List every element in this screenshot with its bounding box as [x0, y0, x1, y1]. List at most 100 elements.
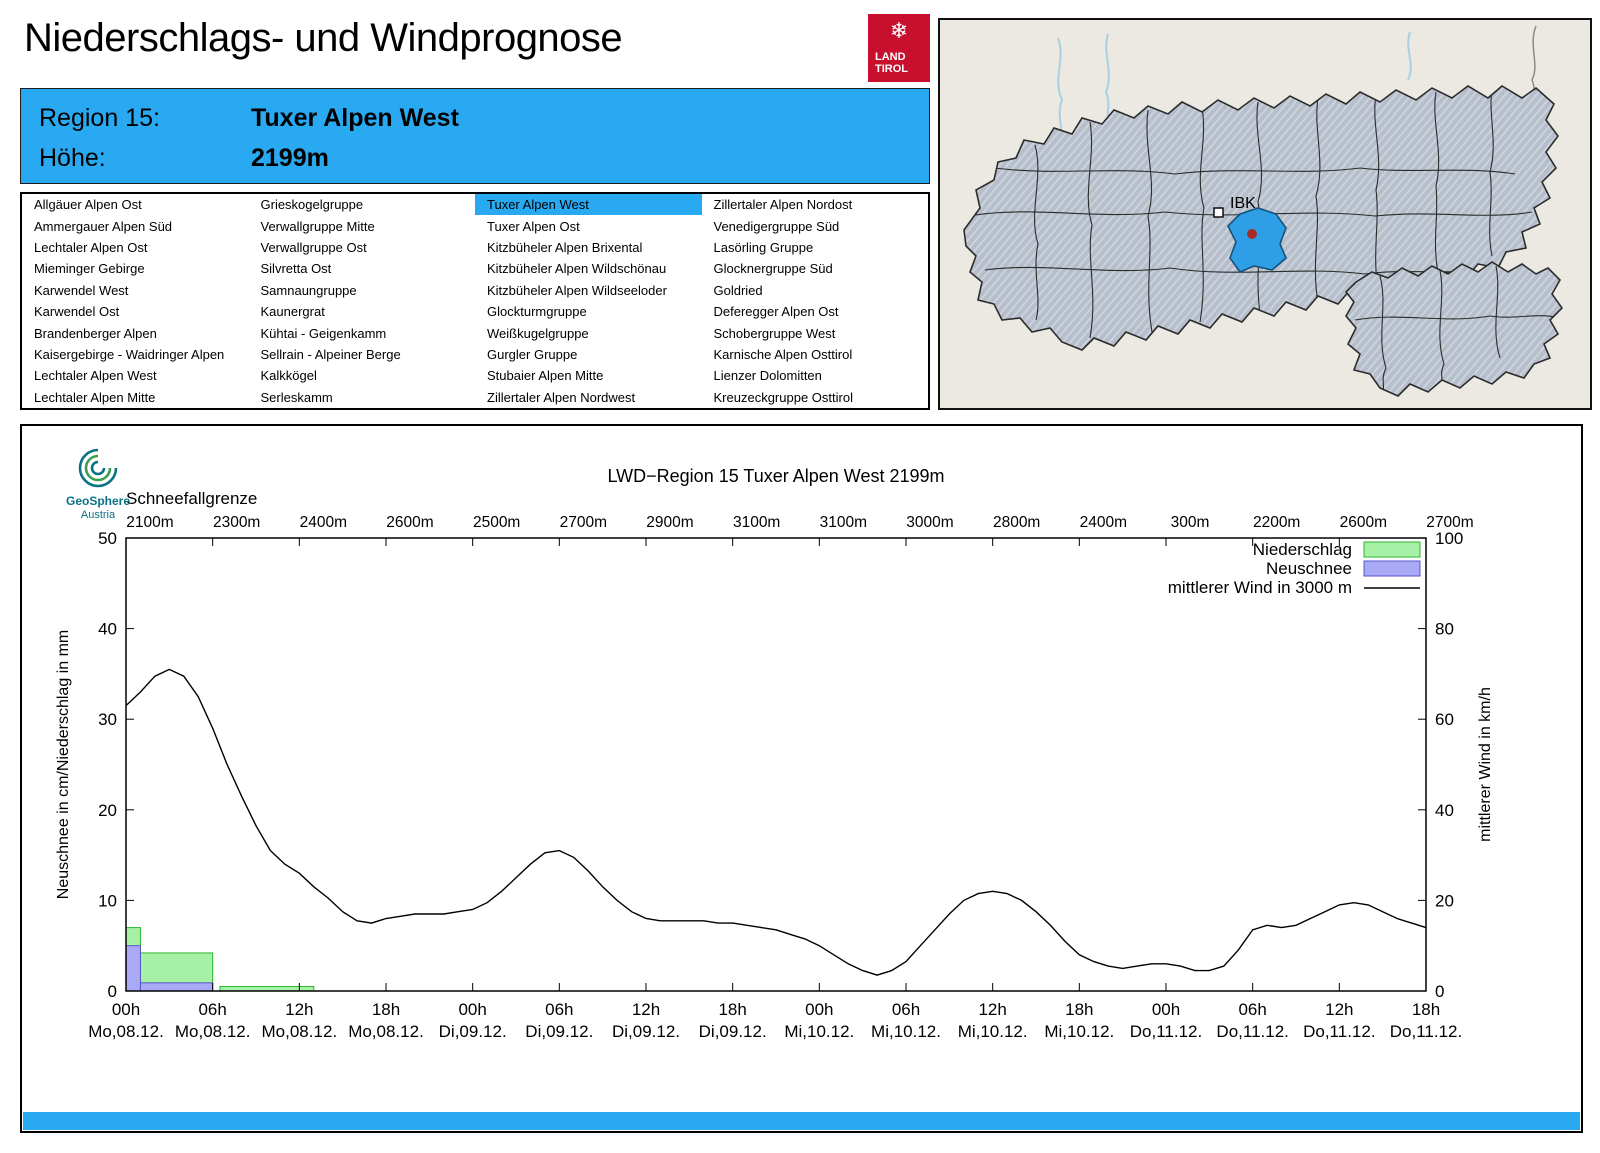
- region-name: Tuxer Alpen West: [251, 103, 459, 132]
- snowline-value: 300m: [1171, 514, 1210, 531]
- x-tick-date: Do,11.12.: [1303, 1022, 1375, 1041]
- x-tick-hour: 06h: [198, 1000, 226, 1019]
- height-label: Höhe:: [39, 143, 106, 172]
- region-item[interactable]: Schobergruppe West: [713, 325, 836, 341]
- y-left-tick: 0: [108, 982, 117, 1001]
- region-item[interactable]: Mieminger Gebirge: [34, 261, 145, 277]
- x-tick-hour: 06h: [545, 1000, 573, 1019]
- plot-frame: [125, 537, 1427, 992]
- region-item[interactable]: Kreuzeckgruppe Osttirol: [713, 389, 853, 405]
- x-tick-hour: 12h: [978, 1000, 1006, 1019]
- x-tick-date: Mo,08.12.: [348, 1022, 424, 1041]
- x-tick-date: Do,11.12.: [1130, 1022, 1202, 1041]
- region-item[interactable]: Ammergauer Alpen Süd: [34, 218, 173, 234]
- x-tick-date: Do,11.12.: [1390, 1022, 1462, 1041]
- snowline-value: 2900m: [646, 514, 693, 531]
- snowline-value: 3100m: [820, 514, 867, 531]
- region-item[interactable]: Tuxer Alpen West: [475, 194, 702, 216]
- selected-region-box: Region 15: Tuxer Alpen West Höhe: 2199m: [20, 88, 930, 184]
- region-item[interactable]: Gurgler Gruppe: [487, 346, 578, 362]
- geosphere-name: GeoSphere: [65, 494, 131, 509]
- x-tick-date: Mi,10.12.: [958, 1022, 1028, 1041]
- region-item[interactable]: Goldried: [713, 282, 763, 298]
- region-item[interactable]: Weißkugelgruppe: [487, 325, 589, 341]
- region-item[interactable]: Karwendel West: [34, 282, 129, 298]
- legend-swatch: [1363, 541, 1421, 558]
- y-right-tick: 80: [1435, 620, 1454, 639]
- x-tick-date: Mo,08.12.: [88, 1022, 164, 1041]
- snowline-value: 2300m: [213, 514, 260, 531]
- region-item[interactable]: Deferegger Alpen Ost: [713, 304, 839, 320]
- region-item[interactable]: Kitzbüheler Alpen Wildschönau: [487, 261, 667, 277]
- region-item[interactable]: Karwendel Ost: [34, 304, 120, 320]
- x-tick-date: Di,09.12.: [612, 1022, 680, 1041]
- height-value: 2199m: [251, 143, 329, 172]
- selected-region-shape[interactable]: [1227, 207, 1287, 273]
- snowline-value: 2800m: [993, 514, 1040, 531]
- region-item[interactable]: Allgäuer Alpen Ost: [34, 197, 142, 213]
- y-right-tick: 100: [1435, 529, 1463, 548]
- region-item[interactable]: Verwallgruppe Ost: [260, 239, 367, 255]
- region-item[interactable]: Silvretta Ost: [260, 261, 332, 277]
- region-item[interactable]: Kalkkögel: [260, 368, 317, 384]
- region-item[interactable]: Kühtai - Geigenkamm: [260, 325, 387, 341]
- legend-label: Niederschlag: [1253, 540, 1352, 559]
- region-item[interactable]: Stubaier Alpen Mitte: [487, 368, 604, 384]
- x-tick-hour: 12h: [632, 1000, 660, 1019]
- y-right-tick: 40: [1435, 801, 1454, 820]
- x-tick-date: Di,09.12.: [525, 1022, 593, 1041]
- map-panel: IBK: [938, 18, 1592, 410]
- region-item[interactable]: Kitzbüheler Alpen Brixental: [487, 239, 643, 255]
- region-item[interactable]: Lechtaler Alpen Mitte: [34, 389, 156, 405]
- logo-text-tirol: TIROL: [875, 63, 908, 76]
- region-item[interactable]: Glockturmgruppe: [487, 304, 587, 320]
- region-item[interactable]: Lechtaler Alpen Ost: [34, 239, 148, 255]
- legend-label: Neuschnee: [1266, 559, 1352, 578]
- x-tick-date: Do,11.12.: [1216, 1022, 1288, 1041]
- x-tick-hour: 00h: [458, 1000, 486, 1019]
- page-title: Niederschlags- und Windprognose: [24, 16, 623, 60]
- geosphere-logo: GeoSphere Austria: [56, 446, 140, 522]
- snowline-value: 2700m: [1426, 514, 1473, 531]
- snowline-label: Schneefallgrenze: [126, 489, 257, 508]
- x-tick-hour: 18h: [372, 1000, 400, 1019]
- region-item[interactable]: Tuxer Alpen Ost: [487, 218, 580, 234]
- region-item[interactable]: Serleskamm: [260, 389, 333, 405]
- region-item[interactable]: Glocknergruppe Süd: [713, 261, 833, 277]
- land-tirol-logo: ❄ LAND TIROL: [868, 14, 930, 82]
- forecast-chart: 00h Mo,08.12. 2100m 06h Mo,08.12. 2300m 12h Mo,…: [55, 466, 1494, 1041]
- region-label: Region 15:: [39, 103, 160, 132]
- snowline-value: 2600m: [386, 514, 433, 531]
- region-item[interactable]: Sellrain - Alpeiner Berge: [260, 346, 401, 362]
- east-tirol-region[interactable]: [1344, 261, 1564, 397]
- x-tick-date: Mo,08.12.: [262, 1022, 338, 1041]
- x-tick-hour: 00h: [805, 1000, 833, 1019]
- y-left-tick: 40: [98, 620, 117, 639]
- x-tick-hour: 12h: [285, 1000, 313, 1019]
- region-item[interactable]: Samnaungruppe: [260, 282, 357, 298]
- y-left-label: Neuschnee in cm/Niederschlag in mm: [55, 630, 72, 899]
- snowline-value: 2700m: [560, 514, 607, 531]
- geosphere-country: Austria: [80, 509, 116, 522]
- region-item[interactable]: Lasörling Gruppe: [713, 239, 814, 255]
- x-tick-date: Mo,08.12.: [175, 1022, 251, 1041]
- region-item[interactable]: Lienzer Dolomitten: [713, 368, 822, 384]
- region-item[interactable]: Kaisergebirge - Waidringer Alpen: [34, 346, 225, 362]
- chart-panel: 00h Mo,08.12. 2100m 06h Mo,08.12. 2300m 12h Mo,…: [20, 424, 1583, 1133]
- region-item[interactable]: Venedigergruppe Süd: [713, 218, 840, 234]
- y-right-label: mittlerer Wind in km/h: [1477, 687, 1494, 842]
- region-item[interactable]: Zillertaler Alpen Nordost: [713, 197, 853, 213]
- region-item[interactable]: Brandenberger Alpen: [34, 325, 157, 341]
- region-item[interactable]: Kitzbüheler Alpen Wildseeloder: [487, 282, 667, 298]
- region-item[interactable]: Kaunergrat: [260, 304, 325, 320]
- y-left-tick: 10: [98, 891, 117, 910]
- region-item[interactable]: Lechtaler Alpen West: [34, 368, 157, 384]
- snowflake-icon: ❄: [889, 18, 909, 43]
- region-item[interactable]: Zillertaler Alpen Nordwest: [487, 389, 636, 405]
- region-item[interactable]: Karnische Alpen Osttirol: [713, 346, 853, 362]
- district-borders-east: [1354, 265, 1559, 393]
- region-item[interactable]: Verwallgruppe Mitte: [260, 218, 375, 234]
- x-tick-hour: 18h: [1065, 1000, 1093, 1019]
- region-item[interactable]: Grieskogelgruppe: [260, 197, 364, 213]
